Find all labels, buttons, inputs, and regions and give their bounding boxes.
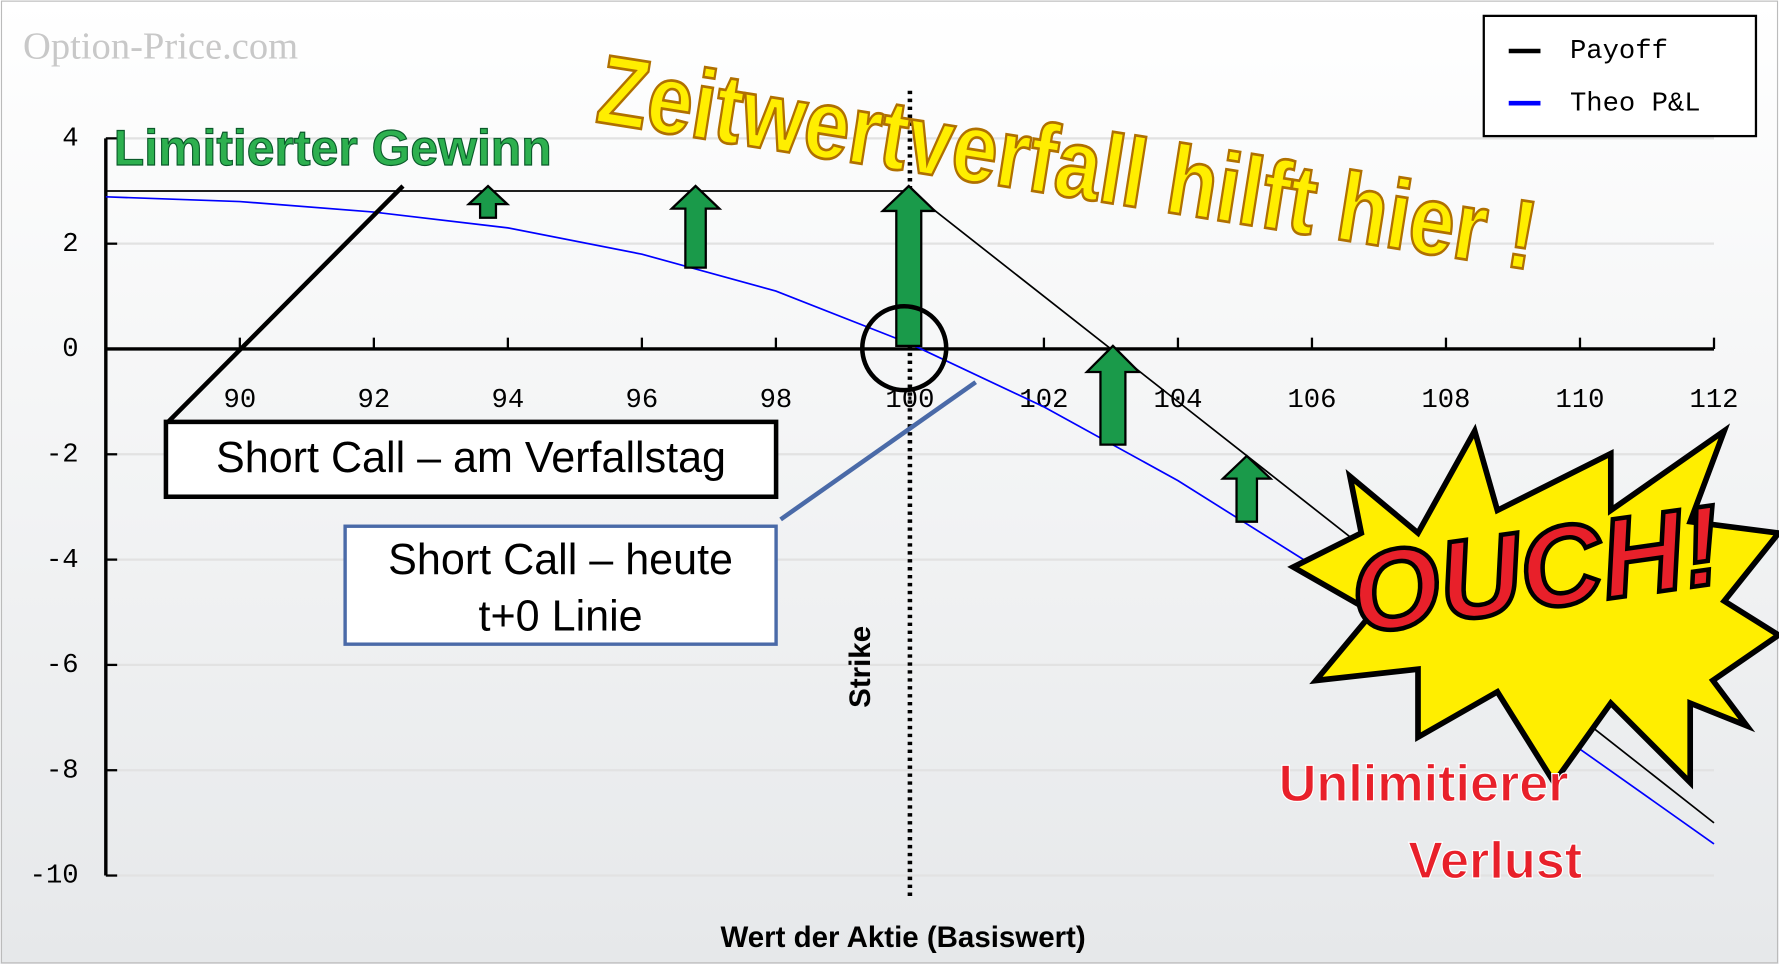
- chart: Option-Price.com -10 -8 -6 -4 -2 0 2 4 90 92 94 96 9…: [0, 0, 1779, 964]
- strike-label: Strike: [844, 626, 877, 708]
- callout-text: t+0 Linie: [479, 593, 643, 641]
- x-tick-label: 106: [1287, 385, 1336, 416]
- legend-label: Theo P&L: [1570, 88, 1701, 119]
- y-tick-label: -10: [30, 861, 79, 892]
- x-tick-label: 92: [358, 385, 391, 416]
- annotation: Limitierter Gewinn: [114, 120, 552, 176]
- y-tick-label: 0: [62, 334, 78, 365]
- y-tick-label: -8: [46, 755, 79, 786]
- x-tick-label: 112: [1690, 385, 1739, 416]
- x-tick-label: 98: [760, 385, 793, 416]
- x-tick-label: 108: [1421, 385, 1470, 416]
- legend: Payoff Theo P&L: [1484, 16, 1756, 136]
- annotation: Verlust: [1408, 832, 1582, 890]
- x-tick-label: 90: [224, 385, 257, 416]
- x-axis-title: Wert der Aktie (Basiswert): [721, 921, 1086, 954]
- watermark: Option-Price.com: [23, 26, 298, 68]
- annotation: Unlimitierer: [1279, 755, 1569, 813]
- callout-text: Short Call – am Verfallstag: [216, 434, 726, 482]
- legend-label: Payoff: [1570, 36, 1668, 67]
- y-tick-label: 4: [62, 124, 78, 155]
- x-tick-label: 94: [492, 385, 525, 416]
- y-tick-label: -4: [46, 545, 79, 576]
- x-tick-label: 102: [1019, 385, 1068, 416]
- callout-text: Short Call – heute: [388, 536, 733, 584]
- x-tick-label: 110: [1555, 385, 1604, 416]
- y-tick-label: 2: [62, 229, 78, 260]
- y-tick-label: -2: [46, 439, 79, 470]
- y-tick-label: -6: [46, 650, 79, 681]
- x-tick-label: 96: [626, 385, 659, 416]
